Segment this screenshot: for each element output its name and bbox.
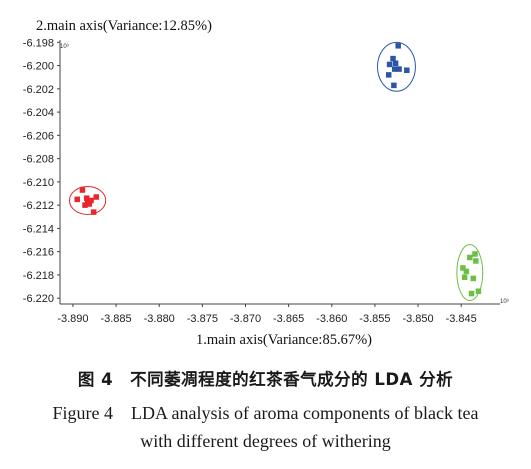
plot-axes xyxy=(59,40,500,305)
y-tick-label: -6.202 xyxy=(23,84,54,96)
y-tick-label: -6.218 xyxy=(23,270,54,282)
group-1-point xyxy=(93,194,99,200)
group-1-point xyxy=(90,209,97,215)
y-tick-label: -6.214 xyxy=(23,223,54,235)
x-axis-ticks: -3.890 -3.885 -3.880 -3.875 -3.870 -3.865 -3.8… xyxy=(57,304,477,325)
group-3-point xyxy=(468,290,475,297)
data-points xyxy=(74,43,482,297)
group-3-point xyxy=(475,288,482,294)
y-tick-label: -6.200 xyxy=(23,61,54,73)
group-3-ellipse xyxy=(456,244,484,302)
group-1-point xyxy=(88,197,94,204)
group-3-point xyxy=(472,251,478,257)
x-axis-title: 1.main axis(Variance:85.67%) xyxy=(196,332,372,348)
group-2-ellipse xyxy=(376,41,416,92)
group-3-point xyxy=(470,275,477,282)
group-2-point xyxy=(386,61,393,68)
group-2-point xyxy=(396,66,402,72)
y-axis-title: 2.main axis(Variance:12.85%) xyxy=(36,18,212,34)
y-tick-label: -6.212 xyxy=(23,200,54,212)
group-2-point xyxy=(391,66,398,72)
group-1-point xyxy=(74,196,81,203)
group-1-point xyxy=(82,202,88,208)
x-tick-label: -3.865 xyxy=(273,313,304,325)
y-tick-label: -6.220 xyxy=(23,293,54,305)
y-tick-label: -6.206 xyxy=(23,130,54,142)
y-tick-label: -6.208 xyxy=(23,154,54,166)
x-axis-exponent: 10³ xyxy=(500,299,509,305)
figure-caption-english-line-1: Figure 4 LDA analysis of aroma component… xyxy=(52,403,479,423)
group-2-point xyxy=(390,55,396,62)
lda-scatter-chart: 2.main axis(Variance:12.85%) 10³ -6.198-… xyxy=(23,18,509,348)
group-2-point xyxy=(395,43,401,49)
group-2-point xyxy=(404,67,410,73)
x-tick-label: -3.845 xyxy=(446,313,477,325)
x-tick-label: -3.880 xyxy=(144,313,175,325)
group-1-point xyxy=(79,187,86,193)
confidence-ellipses xyxy=(68,41,484,302)
y-tick-label: -6.210 xyxy=(23,177,54,189)
group-3-point xyxy=(463,268,470,275)
group-1-ellipse xyxy=(68,186,107,215)
group-1-point xyxy=(86,201,93,207)
group-3-point xyxy=(460,265,466,271)
figure-caption-chinese: 图 4 不同萎凋程度的红茶香气成分的 LDA 分析 xyxy=(77,370,454,389)
x-tick-label: -3.870 xyxy=(230,313,261,325)
y-tick-label: -6.204 xyxy=(23,107,54,119)
group-3-point xyxy=(473,258,479,264)
group-3-point xyxy=(461,274,468,281)
x-tick-label: -3.885 xyxy=(100,313,131,325)
y-tick-label: -6.216 xyxy=(23,247,54,259)
x-tick-label: -3.890 xyxy=(57,313,88,325)
x-tick-label: -3.855 xyxy=(359,313,390,325)
group-3-point xyxy=(467,254,473,261)
figure-caption-english-line-2: with different degrees of withering xyxy=(140,431,391,451)
x-tick-label: -3.875 xyxy=(187,313,218,325)
y-axis-ticks: -6.198 -6.200 -6.202 -6.204 -6.206 -6.208 -6.2… xyxy=(23,37,60,305)
y-tick-label: -6.198 xyxy=(23,37,54,49)
x-tick-label: -3.850 xyxy=(402,313,433,325)
group-2-point xyxy=(392,60,399,67)
group-2-point xyxy=(391,82,397,89)
y-axis-exponent: 10³ xyxy=(60,44,69,50)
x-tick-label: -3.860 xyxy=(316,313,347,325)
group-1-point xyxy=(83,195,90,201)
group-2-point xyxy=(385,72,392,78)
